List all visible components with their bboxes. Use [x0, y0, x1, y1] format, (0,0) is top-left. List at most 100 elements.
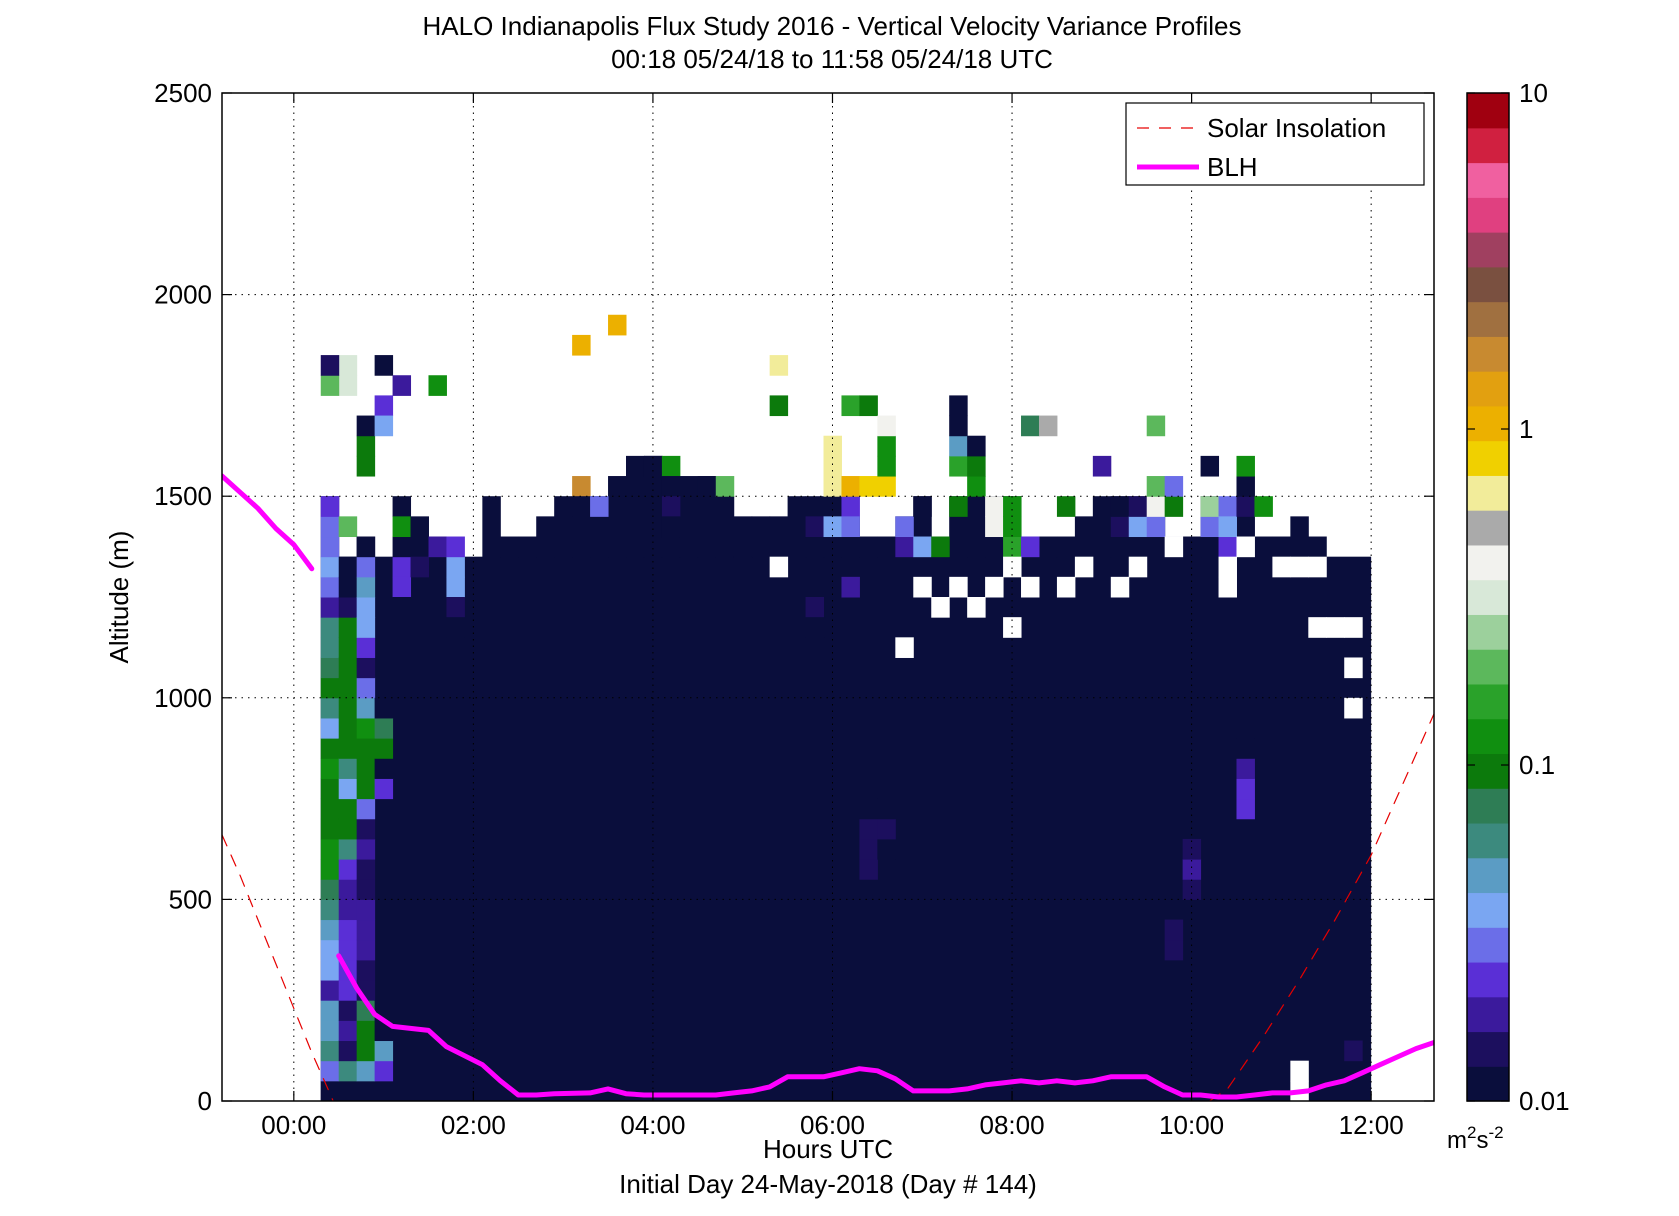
x-tick-label: 04:00 — [620, 1110, 685, 1140]
footer-label: Initial Day 24-May-2018 (Day # 144) — [619, 1169, 1037, 1199]
heatmap-cell — [338, 697, 358, 719]
heatmap-cell — [1200, 455, 1220, 477]
heatmap-cell — [374, 738, 394, 759]
heatmap-cell — [1003, 516, 1022, 538]
heatmap-gap-cell — [1344, 617, 1363, 638]
heatmap-cell — [356, 455, 376, 477]
heatmap-gap-cell — [1290, 556, 1309, 578]
heatmap-cell — [320, 516, 340, 538]
colorbar-segment — [1467, 683, 1509, 720]
heatmap-cell — [841, 496, 860, 517]
heatmap-cell — [1021, 536, 1040, 558]
x-tick-label: 06:00 — [800, 1110, 865, 1140]
heatmap-cell — [320, 1080, 340, 1102]
legend-blh-label: BLH — [1207, 152, 1258, 182]
plot-frame — [221, 92, 1435, 1102]
heatmap-cell — [338, 879, 358, 900]
heatmap-cell — [320, 1020, 340, 1042]
heatmap-cell — [895, 536, 914, 558]
heatmap-cell — [1182, 879, 1202, 900]
series-lines — [222, 473, 1434, 1101]
heatmap-cell — [751, 516, 771, 558]
heatmap-cell — [320, 536, 340, 558]
heatmap-gap-cell — [967, 597, 986, 618]
heatmap-cell — [1236, 476, 1255, 497]
heatmap-cell — [859, 536, 878, 558]
heatmap-cell — [320, 738, 340, 759]
heatmap-cell — [356, 758, 376, 779]
heatmap-cell — [1236, 738, 1255, 759]
heatmap-cell — [661, 455, 681, 477]
colorbar-tick-label: 1 — [1519, 414, 1533, 444]
heatmap-cell — [320, 939, 340, 961]
colorbar-segment — [1467, 857, 1509, 894]
heatmap-cell — [356, 899, 376, 921]
heatmap-gap-cell — [1164, 536, 1184, 558]
heatmap-cell — [805, 637, 825, 658]
heatmap-cell — [1254, 536, 1273, 558]
heatmap-cell — [554, 496, 573, 558]
colorbar-segment — [1467, 961, 1509, 998]
heatmap-cell — [572, 496, 591, 517]
heatmap-cell — [590, 496, 609, 517]
colorbar-segment — [1467, 614, 1509, 650]
heatmap-cell — [1128, 496, 1148, 517]
heatmap-cell — [967, 496, 986, 558]
heatmap-cell — [769, 395, 789, 417]
colorbar-segment — [1467, 996, 1509, 1033]
colorbar-segment — [1467, 301, 1509, 337]
heatmap-cell — [805, 617, 825, 638]
heatmap-cell — [320, 617, 340, 638]
heatmap-cell — [877, 476, 896, 497]
colorbar-segment — [1467, 405, 1509, 442]
heatmap-cell — [338, 617, 358, 638]
colorbar-segment — [1467, 371, 1509, 407]
heatmap-cell — [356, 778, 376, 800]
heatmap-cell — [626, 455, 645, 558]
x-tick-label: 10:00 — [1159, 1110, 1224, 1140]
heatmap-cell — [1200, 516, 1220, 538]
heatmap-cell — [787, 496, 807, 558]
legend: Solar Insolation BLH — [1125, 102, 1425, 186]
heatmap-cell — [661, 516, 681, 538]
heatmap-cell — [320, 879, 340, 900]
heatmap-gap-cell — [913, 576, 932, 598]
heatmap-cell — [1218, 496, 1237, 517]
heatmap-gap-cell — [1110, 576, 1130, 598]
heatmap-cell — [823, 516, 842, 538]
heatmap-cell — [877, 536, 896, 558]
heatmap-cell — [374, 395, 394, 417]
colorbar-segment — [1467, 788, 1509, 824]
heatmap-cell — [320, 959, 340, 981]
heatmap-cell — [338, 597, 358, 618]
heatmap-cell — [859, 395, 878, 417]
heatmap-cell — [320, 980, 340, 1001]
heatmap-cell — [320, 677, 340, 699]
heatmap-cell — [1038, 415, 1058, 437]
heatmap-cell — [1236, 758, 1255, 779]
heatmap-cell — [1236, 778, 1255, 800]
colorbar-frame — [1466, 92, 1510, 1102]
heatmap-cell — [1164, 939, 1184, 961]
colorbar-segment — [1467, 197, 1509, 233]
legend-solar-label: Solar Insolation — [1207, 113, 1386, 143]
heatmap-cell — [1182, 838, 1202, 860]
heatmap-cell — [1056, 496, 1076, 517]
heatmap-cell — [446, 536, 465, 558]
colorbar-tick-label: 0.1 — [1519, 750, 1555, 780]
heatmap-cell — [661, 496, 681, 517]
heatmap-cell — [356, 717, 376, 739]
heatmap-cell — [823, 476, 842, 497]
heatmap-cell — [356, 536, 376, 558]
heatmap-cell — [1200, 496, 1220, 517]
solar-insolation-line — [222, 834, 334, 1101]
heatmap-cell — [374, 355, 394, 376]
heatmap-gap-cell — [949, 576, 968, 598]
colorbar-segment — [1467, 93, 1509, 129]
colorbar-tick-label: 10 — [1519, 78, 1548, 108]
colorbar-segment — [1467, 892, 1509, 928]
heatmap-cell — [859, 859, 878, 880]
heatmap-cell — [338, 1000, 358, 1021]
heatmap-cell — [841, 576, 860, 598]
heatmap-cell — [338, 637, 358, 658]
